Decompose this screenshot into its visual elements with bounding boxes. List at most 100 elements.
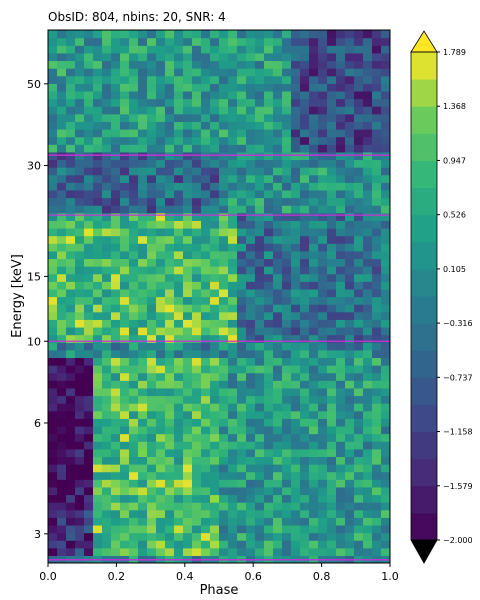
heatmap-cell — [354, 524, 364, 534]
heatmap-cell — [93, 220, 103, 229]
heatmap-cell — [48, 136, 58, 145]
heatmap-cell — [282, 98, 292, 107]
heatmap-cell — [318, 395, 328, 404]
heatmap-cell — [75, 410, 85, 419]
heatmap-cell — [300, 75, 310, 84]
heatmap-cell — [66, 380, 76, 389]
heatmap-cell — [129, 296, 139, 305]
heatmap-cell — [147, 380, 157, 389]
heatmap-cell — [66, 319, 76, 328]
heatmap-cell — [84, 410, 94, 419]
heatmap-cell — [282, 486, 292, 496]
heatmap-cell — [129, 106, 139, 115]
heatmap-cell — [84, 517, 94, 526]
heatmap-cell — [246, 296, 256, 305]
heatmap-cell — [345, 128, 355, 138]
heatmap-cell — [228, 250, 238, 260]
heatmap-cell — [75, 68, 85, 77]
heatmap-cell — [345, 372, 355, 381]
heatmap-cell — [318, 334, 328, 343]
heatmap-cell — [174, 532, 184, 541]
heatmap-cell — [57, 464, 67, 473]
heatmap-cell — [291, 220, 301, 229]
heatmap-cell — [282, 532, 292, 541]
heatmap-cell — [372, 159, 382, 168]
heatmap-cell — [66, 243, 76, 252]
heatmap-cell — [201, 68, 211, 77]
heatmap-cell — [66, 334, 76, 343]
heatmap-cell — [102, 205, 112, 214]
heatmap-cell — [264, 281, 274, 290]
heatmap-cell — [246, 342, 256, 351]
heatmap-cell — [48, 288, 58, 298]
heatmap-cell — [147, 98, 157, 107]
heatmap-cell — [237, 403, 247, 412]
heatmap-cell — [192, 235, 202, 244]
heatmap-cell — [309, 83, 319, 92]
heatmap-cell — [147, 448, 157, 457]
heatmap-cell — [192, 349, 202, 359]
heatmap-cell — [372, 98, 382, 107]
heatmap-cell — [210, 98, 220, 107]
heatmap-cell — [138, 524, 148, 534]
heatmap-cell — [129, 532, 139, 541]
heatmap-cell — [255, 37, 265, 46]
heatmap-cell — [183, 266, 193, 275]
heatmap-cell — [228, 403, 238, 412]
heatmap-cell — [174, 304, 184, 313]
heatmap-cell — [219, 174, 229, 183]
heatmap-cell — [381, 441, 390, 450]
heatmap-cell — [66, 167, 76, 176]
heatmap-cell — [138, 387, 148, 397]
heatmap-cell — [165, 524, 175, 534]
heatmap-cell — [363, 319, 373, 328]
heatmap-cell — [156, 220, 166, 229]
heatmap-cell — [129, 212, 139, 221]
heatmap-cell — [327, 311, 337, 320]
heatmap-cell — [192, 83, 202, 92]
heatmap-cell — [84, 334, 94, 343]
heatmap-cell — [264, 250, 274, 260]
heatmap-cell — [237, 106, 247, 115]
heatmap-cell — [156, 410, 166, 419]
heatmap-cell — [309, 258, 319, 267]
heatmap-cell — [102, 425, 112, 435]
heatmap-cell — [246, 128, 256, 138]
heatmap-cell — [336, 45, 346, 54]
heatmap-cell — [372, 456, 382, 465]
heatmap-cell — [273, 311, 283, 320]
heatmap-cell — [264, 243, 274, 252]
heatmap-cell — [345, 212, 355, 221]
heatmap-cell — [363, 113, 373, 122]
heatmap-cell — [120, 159, 130, 168]
heatmap-cell — [300, 365, 310, 374]
heatmap-cell — [318, 357, 328, 366]
heatmap-cell — [309, 418, 319, 427]
heatmap-cell — [354, 425, 364, 435]
heatmap-cell — [183, 174, 193, 183]
heatmap-cell — [246, 517, 256, 526]
heatmap-cell — [345, 227, 355, 237]
heatmap-cell — [156, 281, 166, 290]
heatmap-cell — [219, 75, 229, 84]
heatmap-cell — [336, 52, 346, 62]
heatmap-cell — [318, 197, 328, 206]
heatmap-cell — [48, 517, 58, 526]
heatmap-cell — [138, 136, 148, 145]
heatmap-cell — [147, 45, 157, 54]
heatmap-cell — [120, 410, 130, 419]
heatmap-cell — [237, 83, 247, 92]
heatmap-cell — [201, 502, 211, 511]
heatmap-cell — [246, 532, 256, 541]
heatmap-cell — [165, 128, 175, 138]
heatmap-cell — [57, 425, 67, 435]
heatmap-cell — [165, 182, 175, 191]
heatmap-cell — [129, 258, 139, 267]
heatmap-cell — [255, 471, 265, 480]
heatmap-cell — [264, 395, 274, 404]
heatmap-cell — [246, 266, 256, 275]
heatmap-cell — [219, 159, 229, 168]
heatmap-cell — [237, 357, 247, 366]
heatmap-cell — [84, 205, 94, 214]
heatmap-cell — [336, 494, 346, 503]
